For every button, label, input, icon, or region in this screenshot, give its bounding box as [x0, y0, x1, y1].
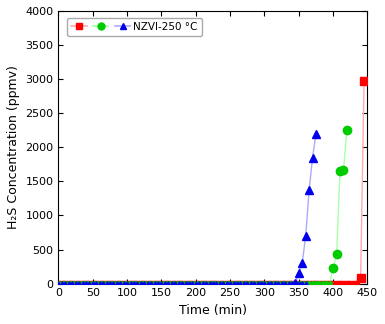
- Y-axis label: H₂S Concentration (ppmv): H₂S Concentration (ppmv): [7, 65, 20, 229]
- Legend: , , NZVI-250 °C: , , NZVI-250 °C: [67, 17, 202, 36]
- X-axis label: Time (min): Time (min): [179, 304, 247, 317]
